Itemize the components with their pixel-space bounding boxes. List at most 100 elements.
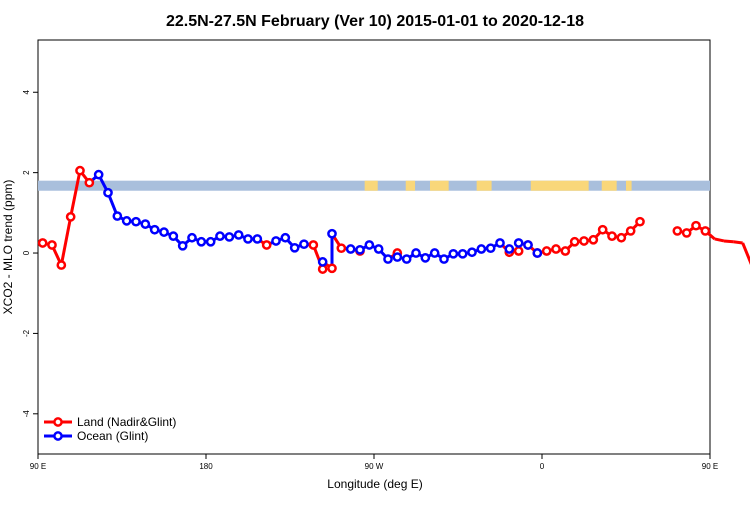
ocean-point bbox=[467, 247, 477, 258]
ocean-point bbox=[495, 238, 505, 248]
land-point bbox=[308, 240, 319, 250]
ocean-point bbox=[168, 231, 179, 241]
land-point bbox=[47, 240, 57, 250]
legend-marker bbox=[53, 417, 63, 427]
map-strip-land bbox=[626, 180, 632, 191]
x-tick-label: 90 W bbox=[365, 462, 384, 471]
land-point bbox=[336, 243, 347, 254]
land-point bbox=[607, 231, 617, 241]
y-tick-label: 0 bbox=[22, 250, 31, 255]
ocean-point bbox=[383, 254, 393, 264]
land-point bbox=[625, 226, 636, 236]
ocean-point bbox=[177, 240, 188, 251]
ocean-point bbox=[420, 253, 431, 263]
legend-entry: Ocean (Glint) bbox=[77, 429, 148, 443]
ocean-point bbox=[187, 232, 197, 243]
x-tick-label: 90 E bbox=[30, 462, 46, 471]
ocean-point bbox=[532, 248, 543, 258]
map-strip-land bbox=[364, 180, 378, 191]
ocean-point bbox=[429, 248, 440, 258]
land-point bbox=[616, 232, 627, 243]
y-tick-label: 2 bbox=[22, 170, 31, 175]
land-point bbox=[84, 177, 95, 188]
land-point bbox=[588, 234, 599, 245]
land-point bbox=[37, 238, 48, 248]
land-point bbox=[691, 220, 701, 231]
y-tick-label: 4 bbox=[22, 89, 31, 94]
land-point bbox=[700, 226, 711, 236]
map-strip-land bbox=[476, 180, 492, 191]
ocean-point bbox=[93, 169, 104, 180]
legend: Land (Nadir&Glint)Ocean (Glint) bbox=[44, 415, 176, 443]
series-segment bbox=[59, 216, 73, 266]
series-segment bbox=[733, 240, 743, 245]
ocean-point bbox=[224, 232, 235, 242]
ocean-point bbox=[112, 211, 123, 221]
series-points bbox=[37, 165, 711, 274]
x-tick-label: 180 bbox=[199, 462, 213, 471]
ocean-point bbox=[485, 243, 496, 254]
ocean-point bbox=[149, 224, 160, 235]
ocean-point bbox=[364, 240, 375, 250]
land-point bbox=[551, 244, 561, 254]
ocean-point bbox=[457, 248, 468, 259]
x-axis-label: Longitude (deg E) bbox=[327, 477, 422, 491]
ocean-point bbox=[159, 227, 169, 237]
ocean-point bbox=[140, 219, 151, 229]
land-point bbox=[513, 246, 524, 256]
map-strip-land bbox=[405, 180, 416, 191]
ocean-point bbox=[345, 244, 356, 254]
ocean-point bbox=[103, 187, 113, 198]
ocean-point bbox=[513, 238, 524, 248]
series-segment bbox=[69, 170, 82, 218]
land-point bbox=[672, 226, 683, 236]
ocean-point bbox=[271, 236, 281, 246]
ocean-point bbox=[504, 244, 515, 254]
ocean-point bbox=[317, 257, 328, 267]
ocean-point bbox=[243, 234, 253, 244]
ocean-point bbox=[131, 216, 141, 227]
ocean-point bbox=[280, 232, 291, 243]
x-axis: 90 E 180 90 W 0 90 E bbox=[30, 454, 718, 471]
x-tick-label: 90 E bbox=[702, 462, 718, 471]
ocean-point bbox=[215, 231, 225, 241]
ocean-point bbox=[523, 240, 533, 250]
ocean-point bbox=[205, 236, 216, 247]
land-point bbox=[327, 263, 337, 274]
land-point bbox=[635, 216, 645, 227]
ocean-point bbox=[476, 244, 487, 254]
land-point bbox=[579, 236, 589, 246]
ocean-point bbox=[355, 244, 365, 255]
ocean-point bbox=[289, 242, 300, 253]
land-point bbox=[75, 165, 85, 176]
land-point bbox=[560, 246, 571, 256]
map-strip-land bbox=[601, 180, 617, 191]
land-point bbox=[597, 224, 608, 235]
map-strip bbox=[38, 180, 710, 191]
land-point bbox=[541, 246, 552, 256]
ocean-point bbox=[327, 228, 337, 239]
land-point bbox=[65, 212, 76, 222]
ocean-point bbox=[196, 236, 207, 247]
y-axis-label: XCO2 - MLO trend (ppm) bbox=[1, 180, 15, 315]
land-point bbox=[681, 228, 692, 238]
ocean-point bbox=[233, 230, 244, 240]
ocean-point bbox=[373, 244, 384, 254]
x-tick-label: 0 bbox=[540, 462, 545, 471]
ocean-point bbox=[439, 254, 449, 264]
land-point bbox=[261, 240, 272, 250]
ocean-point bbox=[392, 252, 403, 262]
legend-marker bbox=[53, 431, 63, 441]
land-point bbox=[56, 260, 67, 270]
ocean-point bbox=[401, 254, 412, 264]
series-segment bbox=[714, 237, 725, 243]
y-tick-label: -4 bbox=[22, 410, 31, 418]
ocean-point bbox=[411, 248, 421, 258]
y-tick-label: -2 bbox=[22, 329, 31, 337]
map-strip-land bbox=[430, 180, 449, 191]
series-segment bbox=[723, 239, 734, 244]
chart-title: 22.5N-27.5N February (Ver 10) 2015-01-01… bbox=[166, 13, 584, 30]
ocean-point bbox=[299, 239, 309, 250]
